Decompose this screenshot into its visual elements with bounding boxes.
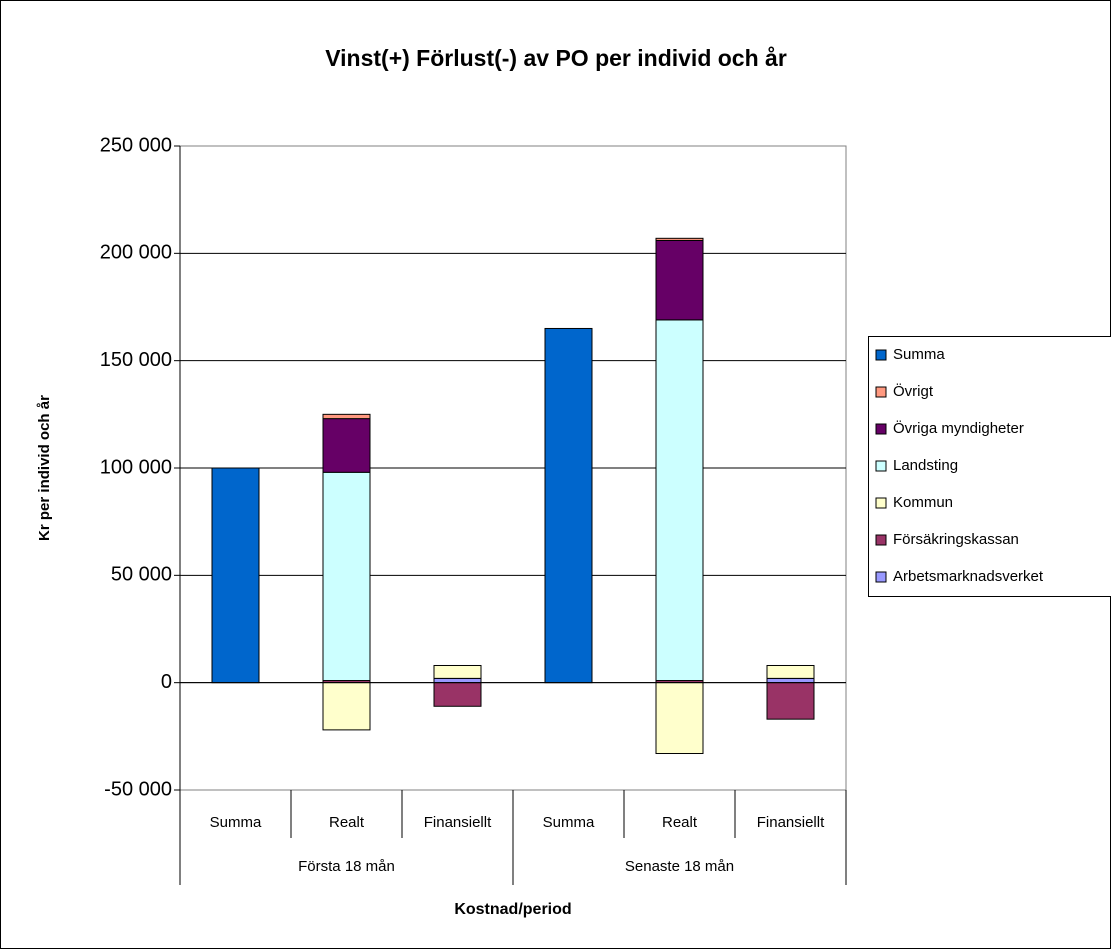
bar-segment [433,677,482,684]
bar-segment [544,327,593,684]
x-tick-label: Finansiellt [757,814,825,831]
x-tick-label: Realt [329,814,365,831]
bar-segment [766,682,815,720]
x-tick-label: Finansiellt [424,814,492,831]
y-tick-label: 200 000 [100,242,172,264]
legend-label: Landsting [893,457,958,474]
y-tick-label: 50 000 [111,564,172,586]
bar-segment [433,664,482,679]
legend-swatch [875,497,887,509]
legend-swatch [875,386,887,398]
bar-segment [433,682,482,707]
group-label: Senaste 18 mån [625,858,734,875]
bar-segment [766,677,815,684]
legend-swatch [875,460,887,472]
bar-segment [655,239,704,321]
y-tick-label: 250 000 [100,134,172,156]
y-tick-label: 0 [161,671,172,693]
bar-segment [655,682,704,755]
legend-swatch [875,423,887,435]
x-axis-title: Kostnad/period [454,901,571,918]
legend-label: Kommun [893,494,953,511]
x-tick-label: Summa [210,814,262,831]
legend-swatch [875,571,887,583]
legend-swatch [875,349,887,361]
group-label: Första 18 mån [298,858,395,875]
bar-segment [211,467,260,684]
bar-segment [322,418,371,473]
legend-label: Övrigt [893,382,934,400]
bar-segment [655,319,704,682]
y-tick-label: 150 000 [100,349,172,371]
y-axis-title: Kr per individ och år [36,395,53,541]
y-tick-label: -50 000 [104,778,172,800]
legend-label: Försäkringskassan [893,531,1019,548]
bar-segment [322,471,371,682]
bar-segment [655,237,704,241]
y-tick-label: 100 000 [100,456,172,478]
x-tick-label: Realt [662,814,698,831]
legend-swatch [875,534,887,546]
bar-segment [322,413,371,420]
legend [868,336,1111,597]
x-tick-label: Summa [543,814,595,831]
legend-label: Summa [893,346,945,363]
chart-title: Vinst(+) Förlust(-) av PO per individ oc… [325,45,787,71]
bar-segment [766,664,815,679]
bar-segment [322,682,371,731]
legend-label: Övriga myndigheter [893,419,1024,437]
legend-label: Arbetsmarknadsverket [893,568,1044,585]
